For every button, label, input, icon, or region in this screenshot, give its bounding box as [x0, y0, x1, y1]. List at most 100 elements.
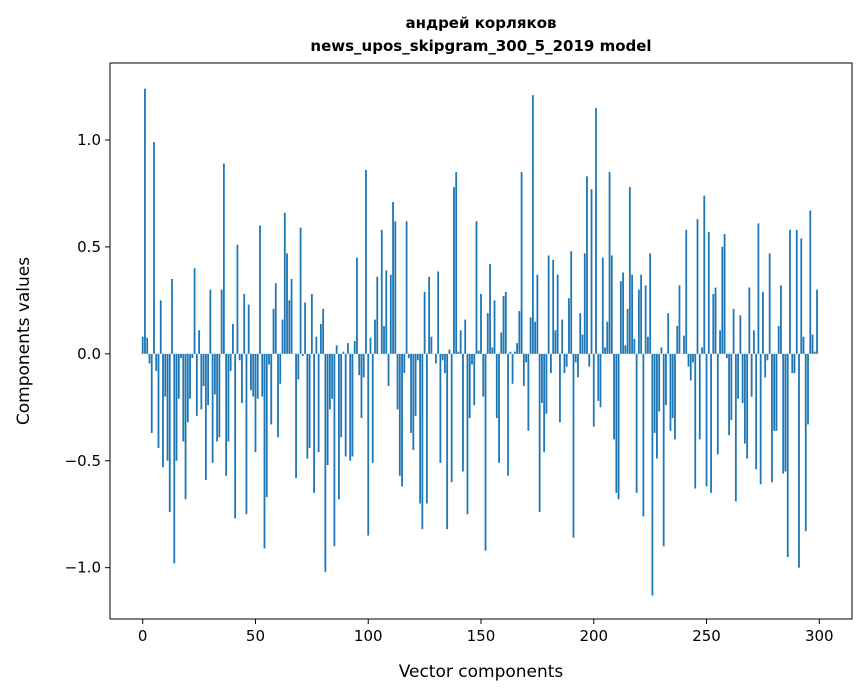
bar-58: [272, 308, 275, 354]
bar-179: [545, 353, 548, 414]
bar-50: [254, 353, 257, 453]
bar-144: [466, 353, 469, 515]
bar-35: [220, 289, 223, 354]
bar-198: [588, 353, 591, 367]
bar-243: [689, 353, 692, 381]
bar-29: [207, 353, 210, 406]
bar-2: [146, 337, 149, 354]
bar-154: [489, 264, 491, 354]
bar-63: [283, 212, 286, 354]
bar-264: [737, 353, 740, 399]
bar-241: [685, 229, 688, 354]
bar-181: [550, 353, 552, 374]
bar-253: [712, 293, 715, 354]
bar-213: [622, 272, 624, 354]
bar-262: [732, 308, 735, 354]
bar-209: [613, 353, 615, 440]
bar-236: [674, 353, 676, 440]
bar-183: [554, 330, 557, 354]
bar-248: [701, 347, 703, 354]
chart-title-line-1: андрей корляков: [405, 14, 556, 32]
bar-90: [344, 353, 347, 457]
bar-208: [610, 255, 613, 354]
bar-87: [338, 353, 340, 500]
bar-185: [559, 353, 561, 423]
bar-112: [394, 221, 397, 354]
bar-293: [802, 336, 805, 354]
bar-92: [349, 353, 352, 461]
bar-123: [419, 353, 422, 504]
bar-30: [209, 289, 212, 354]
bar-132: [439, 353, 442, 463]
bar-85: [333, 353, 336, 547]
bar-91: [347, 343, 349, 354]
bar-55: [265, 353, 268, 498]
bar-216: [628, 187, 631, 354]
bar-283: [780, 285, 782, 354]
bar-41: [234, 353, 237, 519]
bar-269: [748, 287, 751, 354]
chart-title-line-2: news_upos_skipgram_300_5_2019 model: [310, 37, 651, 55]
bar-290: [795, 229, 798, 354]
bar-64: [286, 253, 288, 354]
bar-130: [434, 353, 437, 364]
bar-205: [604, 347, 606, 354]
bar-192: [574, 353, 577, 363]
bar-231: [662, 353, 665, 547]
bar-287: [789, 229, 791, 354]
bar-39: [229, 353, 232, 371]
bar-150: [480, 293, 482, 354]
bar-211: [617, 353, 620, 500]
bar-244: [692, 353, 694, 363]
bar-210: [615, 353, 618, 493]
bar-242: [687, 353, 690, 367]
bar-119: [410, 353, 412, 433]
bar-6: [155, 353, 158, 371]
bar-204: [601, 257, 604, 354]
bar-83: [328, 353, 331, 410]
bar-76: [313, 353, 316, 493]
bar-54: [263, 353, 266, 549]
bar-102: [371, 353, 374, 463]
bar-59: [274, 283, 277, 354]
bar-72: [304, 302, 306, 354]
bar-100: [367, 353, 370, 536]
bar-206: [606, 321, 609, 354]
bar-284: [782, 353, 785, 474]
bar-11: [166, 353, 169, 461]
bar-134: [444, 353, 446, 374]
bar-233: [667, 313, 670, 354]
bar-212: [619, 281, 622, 354]
bar-155: [491, 347, 494, 354]
bar-18: [182, 353, 185, 442]
bar-190: [570, 251, 573, 354]
bar-232: [665, 353, 667, 406]
bar-142: [462, 353, 464, 472]
bar-152: [484, 353, 487, 551]
bar-28: [204, 353, 207, 480]
bar-238: [678, 285, 681, 354]
bar-68: [295, 353, 297, 478]
bar-120: [412, 353, 415, 451]
x-tick-label: 50: [246, 627, 265, 645]
bar-291: [798, 353, 800, 568]
bar-69: [297, 353, 300, 380]
bar-289: [793, 353, 796, 374]
bar-56: [268, 353, 270, 365]
bar-224: [646, 336, 649, 354]
bar-101: [369, 337, 372, 354]
bar-94: [353, 341, 356, 354]
bar-86: [335, 345, 338, 354]
bar-44: [241, 353, 243, 404]
bar-0: [141, 336, 144, 354]
bar-295: [807, 353, 809, 425]
bar-299: [816, 289, 818, 354]
bar-126: [425, 353, 428, 504]
bar-267: [743, 353, 746, 444]
bar-218: [633, 338, 636, 354]
bar-158: [498, 353, 500, 463]
bar-22: [191, 353, 194, 359]
y-tick-label: −0.5: [65, 452, 101, 470]
bar-111: [392, 202, 394, 354]
bar-226: [651, 353, 654, 596]
